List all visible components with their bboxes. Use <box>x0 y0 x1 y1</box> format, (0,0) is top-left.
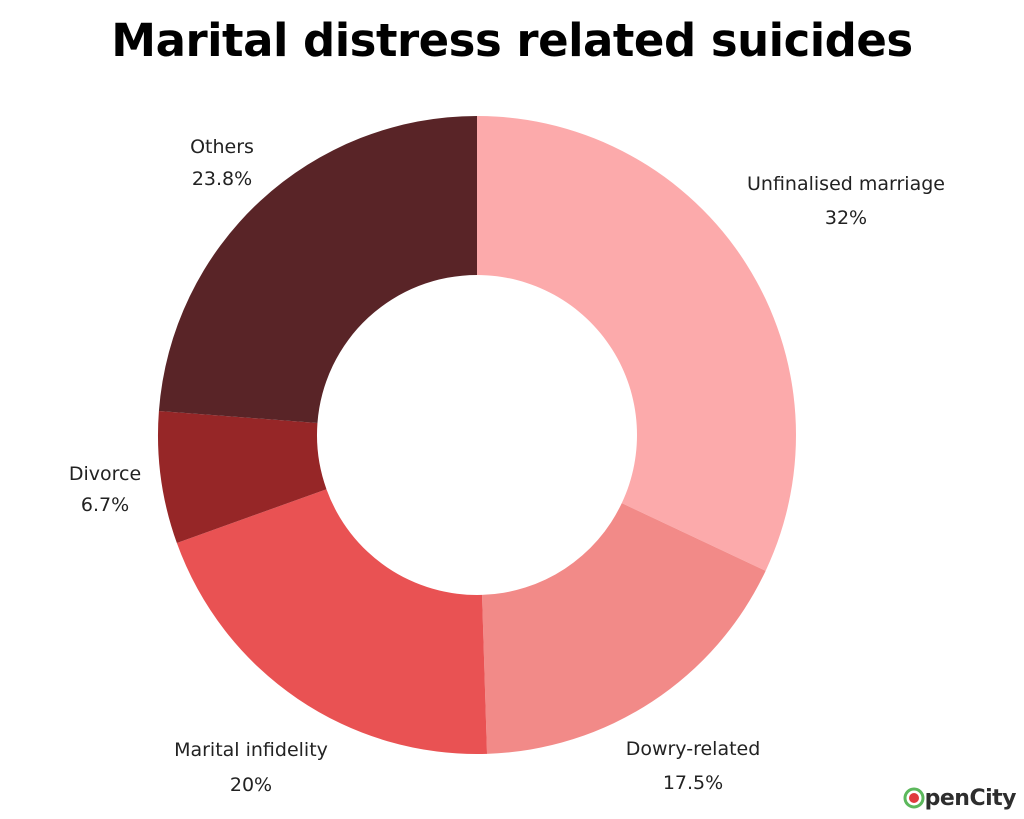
slice-unfinalised-marriage <box>477 116 796 571</box>
opencity-logo: penCity <box>903 783 1017 813</box>
slice-label: Divorce <box>69 463 141 485</box>
slice-value-label: 17.5% <box>663 772 723 794</box>
slice-dowry-related <box>482 503 766 754</box>
labels-group: Unfinalised marriage 32% Dowry-related 17.5… <box>69 136 945 796</box>
chart-title: Marital distress related suicides <box>111 14 913 67</box>
slice-value-label: 6.7% <box>81 494 129 516</box>
slice-label: Marital infidelity <box>174 739 328 761</box>
slice-value-label: 32% <box>825 207 867 229</box>
slice-label: Unfinalised marriage <box>747 173 945 195</box>
slice-marital-infidelity <box>176 489 488 754</box>
slice-others <box>158 116 477 423</box>
slice-value-label: 23.8% <box>192 168 252 190</box>
logo-text: penCity <box>924 785 1017 811</box>
logo-icon <box>903 787 925 809</box>
slices-group <box>158 116 796 754</box>
slice-label: Others <box>190 136 254 158</box>
slice-value-label: 20% <box>230 774 272 796</box>
slice-divorce <box>158 410 327 544</box>
slice-label: Dowry-related <box>626 738 761 760</box>
